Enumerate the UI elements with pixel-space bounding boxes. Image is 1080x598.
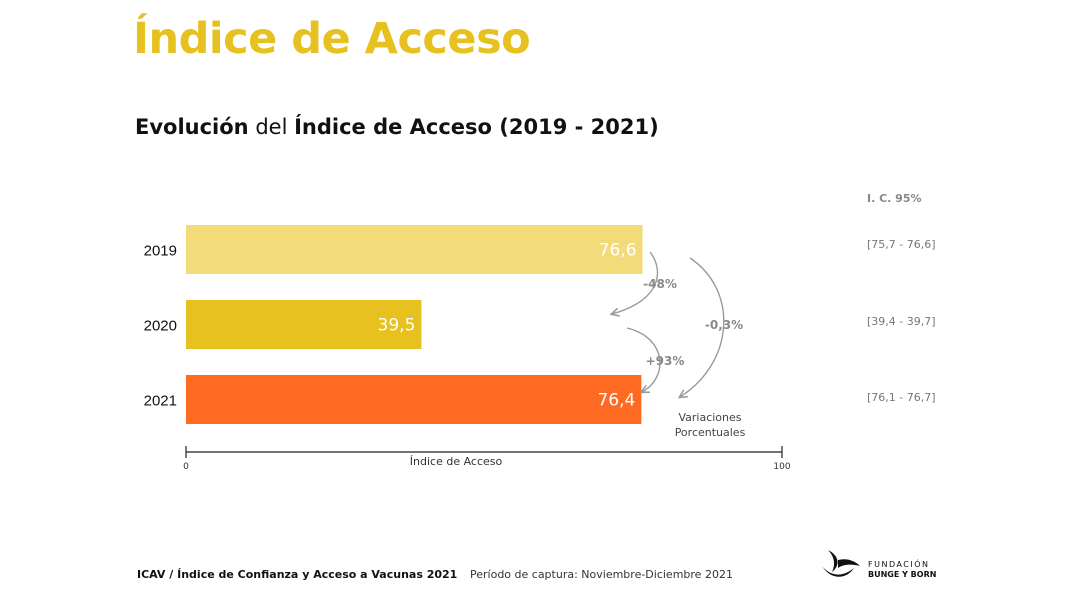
subtitle-part-3: Índice de Acceso (2019 - 2021)	[294, 115, 659, 139]
subtitle-part-2: del	[248, 115, 295, 139]
category-label-2020: 2020	[144, 318, 177, 335]
bar-value-2019: 76,6	[599, 241, 637, 261]
footer-period: Período de captura: Noviembre-Diciembre …	[470, 568, 733, 581]
arrow-2019-2021	[680, 257, 725, 397]
bar-value-2021: 76,4	[597, 391, 635, 411]
category-label-2021: 2021	[144, 393, 177, 410]
bar-value-2020: 39,5	[378, 316, 416, 336]
subtitle-part-1: Evolución	[135, 115, 249, 139]
bar-2019	[186, 225, 643, 274]
category-label-2019: 2019	[144, 243, 177, 260]
bar-2020	[186, 300, 422, 349]
x-tick-label: 0	[183, 462, 189, 472]
ci-value-2021: [76,1 - 76,7]	[867, 391, 936, 404]
page-title: Índice de Acceso	[133, 14, 531, 64]
arrow-2019-2020	[612, 251, 659, 314]
chart-subtitle: Evolución del Índice de Acceso (2019 - 2…	[135, 115, 659, 139]
bar-2021	[186, 375, 642, 424]
change-2020-2021: +93%	[646, 354, 685, 368]
footer-source: ICAV / Índice de Confianza y Acceso a Va…	[137, 568, 458, 581]
change-2019-2020: -48%	[643, 277, 677, 291]
variation-annotations: -48% +93% -0,3% Variaciones Porcentuales	[612, 251, 746, 439]
ci-value-2019: [75,7 - 76,6]	[867, 238, 936, 251]
variations-label-line2: Porcentuales	[675, 426, 746, 439]
logo-line-2: BUNGE Y BORN	[868, 570, 937, 579]
logo-mark-icon	[822, 550, 860, 577]
variations-label-line1: Variaciones	[678, 411, 741, 424]
bars-group: 76,6 2019 39,5 2020 76,4 2021	[144, 225, 643, 424]
x-tick-label: 100	[773, 462, 790, 472]
arrow-2020-2021	[626, 327, 661, 392]
logo-text: FUNDACIÓN BUNGE Y BORN	[868, 560, 936, 580]
ci-header: I. C. 95%	[867, 192, 922, 205]
ci-value-2020: [39,4 - 39,7]	[867, 315, 936, 328]
fundacion-logo: FUNDACIÓN BUNGE Y BORN	[820, 546, 940, 580]
change-2019-2021: -0,3%	[705, 318, 743, 332]
x-axis-group: 0 100 Índice de Acceso	[183, 446, 791, 472]
logo-line-1: FUNDACIÓN	[868, 560, 930, 569]
x-axis-label: Índice de Acceso	[410, 455, 503, 468]
